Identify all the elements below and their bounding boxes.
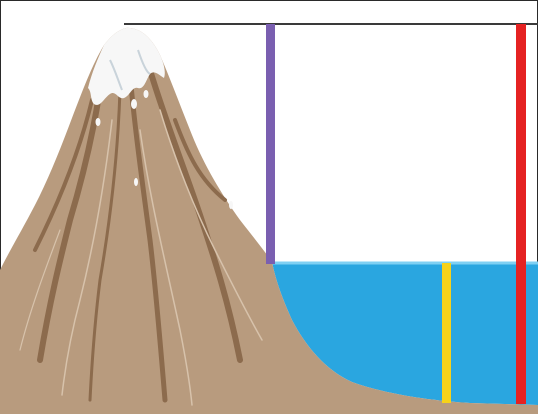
snow-shadow xyxy=(109,49,151,91)
mountain-ridges xyxy=(33,57,243,403)
purple-bar xyxy=(266,24,275,264)
snow-patches xyxy=(95,90,233,209)
snow-cap xyxy=(88,27,165,105)
mountain-highlights xyxy=(19,109,263,406)
yellow-bar xyxy=(442,263,451,403)
ocean xyxy=(272,262,538,405)
red-bar xyxy=(516,24,526,404)
